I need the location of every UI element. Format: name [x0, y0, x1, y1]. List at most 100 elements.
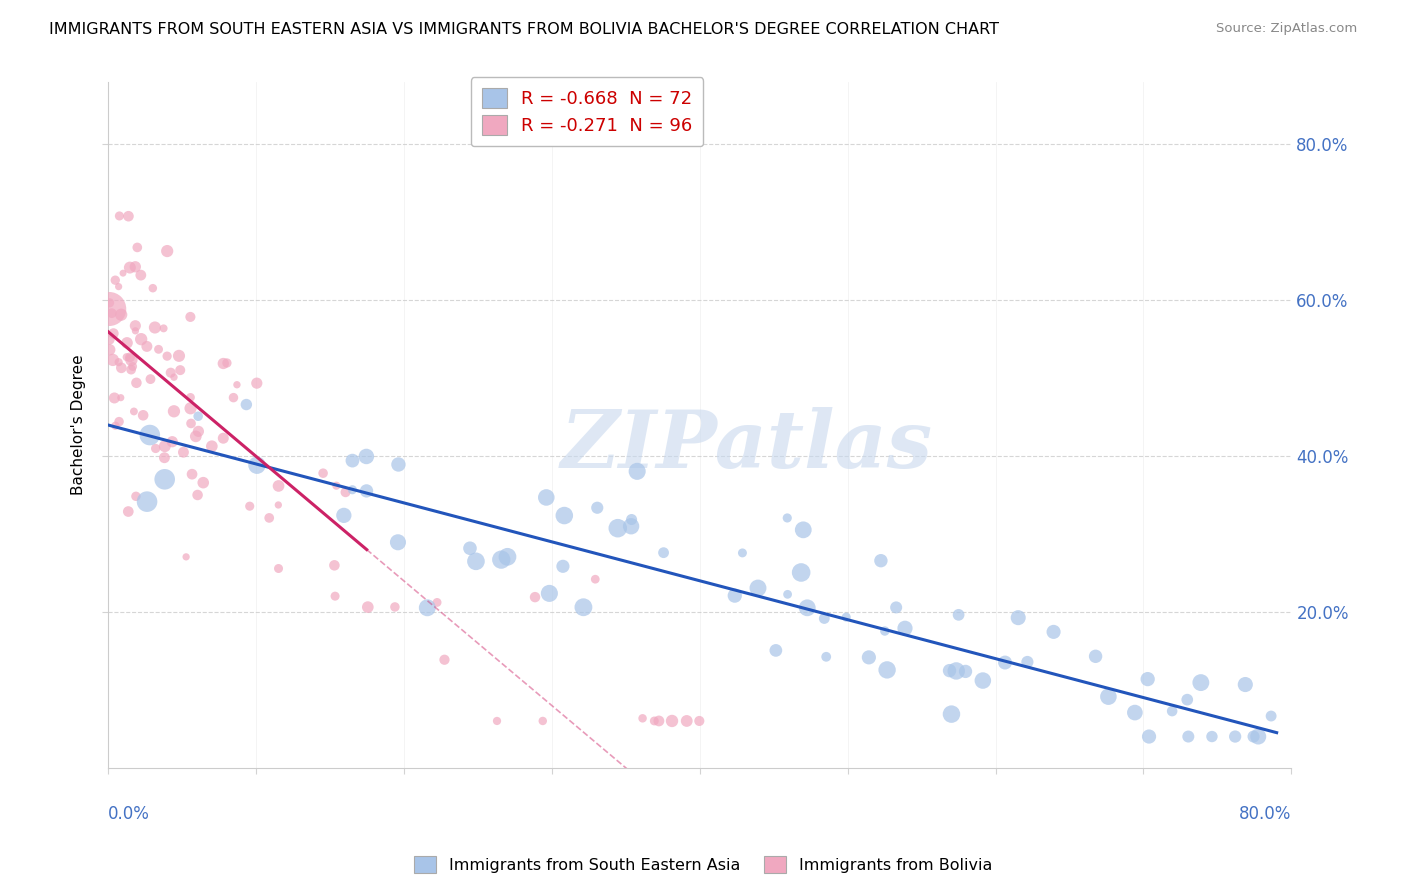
Point — [553, 508, 575, 523]
Point — [731, 546, 754, 560]
Point — [1123, 706, 1146, 720]
Point — [631, 711, 654, 725]
Point — [104, 418, 127, 433]
Point — [124, 324, 146, 338]
Point — [491, 552, 513, 566]
Point — [193, 475, 215, 490]
Point — [387, 458, 409, 472]
Point — [120, 352, 142, 367]
Point — [323, 558, 346, 573]
Point — [139, 428, 162, 442]
Point — [181, 467, 204, 482]
Point — [496, 549, 519, 564]
Point — [586, 500, 609, 515]
Point — [994, 656, 1017, 670]
Point — [267, 479, 290, 493]
Point — [136, 494, 159, 508]
Point — [132, 409, 155, 423]
Point — [226, 377, 249, 392]
Point — [1260, 709, 1282, 723]
Point — [873, 624, 896, 638]
Point — [156, 244, 179, 258]
Point — [433, 653, 456, 667]
Text: Source: ZipAtlas.com: Source: ZipAtlas.com — [1216, 22, 1357, 36]
Text: 0.0%: 0.0% — [108, 805, 149, 823]
Point — [626, 464, 648, 478]
Point — [145, 442, 167, 456]
Point — [98, 295, 121, 310]
Point — [652, 546, 675, 560]
Point — [124, 260, 146, 274]
Point — [139, 372, 162, 386]
Point — [938, 664, 960, 678]
Point — [538, 586, 561, 600]
Point — [127, 240, 149, 254]
Point — [107, 355, 129, 369]
Point — [108, 209, 131, 223]
Point — [121, 359, 143, 374]
Point — [620, 512, 643, 526]
Point — [201, 439, 224, 453]
Legend: Immigrants from South Eastern Asia, Immigrants from Bolivia: Immigrants from South Eastern Asia, Immi… — [408, 849, 998, 880]
Point — [162, 434, 184, 449]
Point — [335, 485, 357, 500]
Point — [342, 483, 364, 497]
Point — [551, 559, 574, 574]
Point — [184, 429, 207, 443]
Point — [1247, 730, 1270, 744]
Point — [143, 320, 166, 334]
Point — [1175, 692, 1198, 706]
Point — [870, 554, 893, 568]
Point — [111, 266, 134, 280]
Text: 80.0%: 80.0% — [1239, 805, 1292, 823]
Point — [941, 707, 963, 722]
Point — [267, 498, 290, 512]
Point — [153, 439, 176, 453]
Point — [235, 398, 257, 412]
Point — [122, 404, 145, 418]
Point — [222, 391, 245, 405]
Point — [661, 714, 683, 728]
Point — [323, 589, 346, 603]
Point — [948, 607, 970, 622]
Point — [485, 714, 508, 728]
Point — [108, 415, 131, 429]
Point — [792, 523, 814, 537]
Point — [356, 450, 378, 464]
Point — [246, 458, 269, 473]
Point — [776, 587, 799, 601]
Point — [239, 499, 262, 513]
Point — [972, 673, 994, 688]
Y-axis label: Bachelor's Degree: Bachelor's Degree — [72, 355, 86, 495]
Point — [163, 404, 186, 418]
Point — [416, 600, 439, 615]
Point — [101, 352, 124, 367]
Point — [156, 349, 179, 363]
Point — [125, 376, 148, 390]
Point — [152, 321, 174, 335]
Point — [98, 332, 121, 346]
Point — [180, 417, 202, 431]
Point — [1243, 730, 1265, 744]
Point — [648, 714, 671, 728]
Point — [356, 483, 378, 498]
Point — [572, 600, 595, 615]
Point — [606, 521, 628, 535]
Point — [125, 489, 148, 503]
Point — [163, 370, 186, 384]
Point — [169, 363, 191, 377]
Point — [104, 273, 127, 287]
Text: IMMIGRANTS FROM SOUTH EASTERN ASIA VS IMMIGRANTS FROM BOLIVIA BACHELOR'S DEGREE : IMMIGRANTS FROM SOUTH EASTERN ASIA VS IM… — [49, 22, 1000, 37]
Point — [894, 621, 917, 635]
Point — [945, 664, 967, 678]
Point — [1136, 672, 1159, 686]
Point — [153, 472, 176, 486]
Point — [688, 714, 710, 728]
Point — [159, 366, 181, 380]
Point — [1084, 649, 1107, 664]
Point — [583, 572, 606, 586]
Point — [1017, 655, 1039, 669]
Point — [620, 519, 643, 533]
Point — [110, 391, 132, 405]
Point — [1042, 624, 1064, 639]
